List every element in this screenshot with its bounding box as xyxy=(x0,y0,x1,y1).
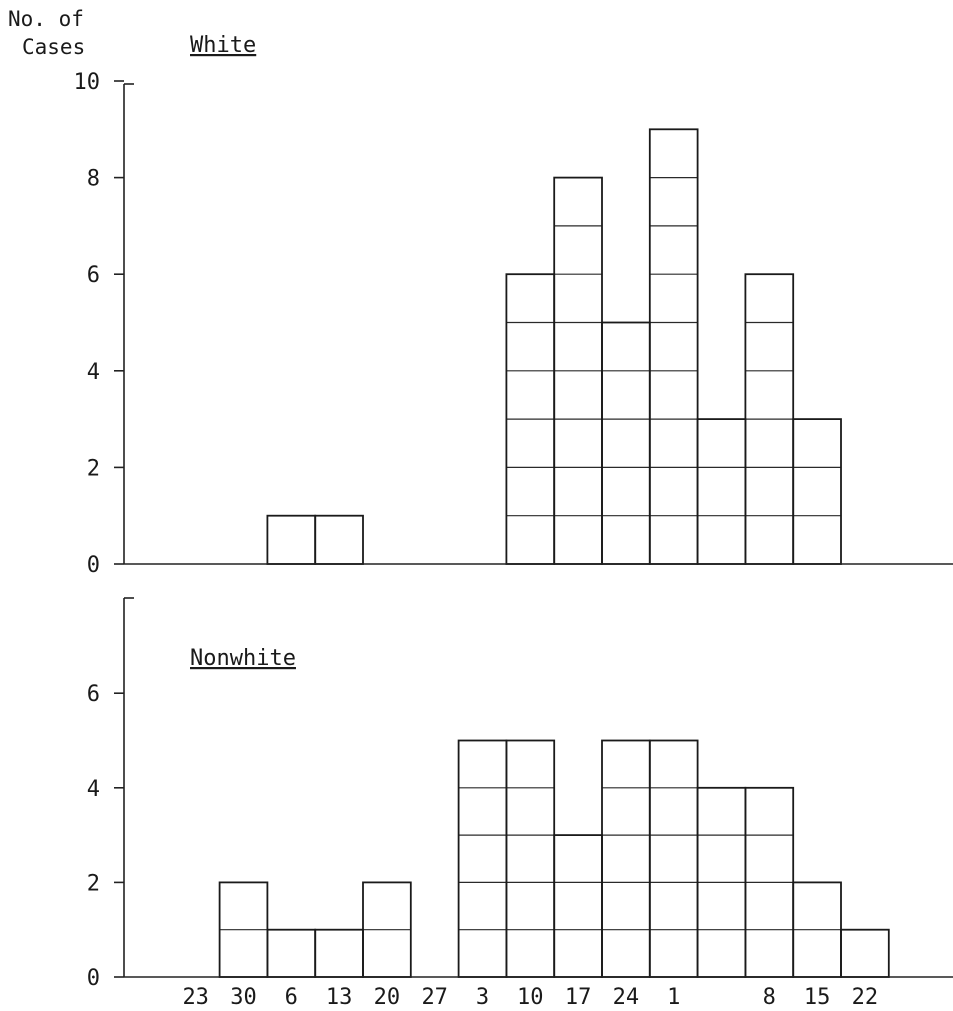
x-tick-label: 27 xyxy=(421,985,448,1010)
y-axis-title-line-2: Cases xyxy=(22,35,85,59)
white-bar xyxy=(696,418,747,565)
x-tick-label: 17 xyxy=(565,985,592,1010)
nonwhite-bar xyxy=(505,739,556,978)
white-series-label: White xyxy=(190,33,256,58)
x-tick-labels: 23 30 6 13 20 27 3 10 17 24 1 8 15 22 xyxy=(182,985,878,1010)
white-y-ticks: 0 2 4 6 8 10 xyxy=(74,70,124,578)
nonwhite-bars xyxy=(218,739,890,978)
white-grid xyxy=(506,177,841,517)
nonwhite-bar xyxy=(266,928,317,978)
nonwhite-bar xyxy=(601,739,651,978)
x-tick-label: 24 xyxy=(613,985,640,1010)
x-tick-label: 30 xyxy=(230,985,257,1010)
white-y-tick-label: 4 xyxy=(87,360,100,385)
x-tick-label: 20 xyxy=(374,985,401,1010)
white-bar xyxy=(648,128,699,565)
y-axis-title-line-1: No. of xyxy=(8,7,84,31)
white-y-tick-label: 8 xyxy=(87,167,100,192)
nonwhite-bar xyxy=(457,739,508,978)
white-bar xyxy=(266,514,317,565)
white-y-tick-label: 6 xyxy=(87,263,100,288)
white-bar xyxy=(792,418,842,565)
white-axes xyxy=(123,83,953,565)
nonwhite-grid xyxy=(219,787,841,931)
white-y-tick-label: 0 xyxy=(87,553,100,578)
x-tick-label: 1 xyxy=(667,985,680,1010)
x-tick-label: 22 xyxy=(852,985,879,1010)
nonwhite-bar xyxy=(840,928,890,978)
x-tick-label: 3 xyxy=(476,985,489,1010)
x-tick-label: 6 xyxy=(285,985,298,1010)
white-y-tick-label: 10 xyxy=(74,70,101,95)
x-tick-label: 10 xyxy=(517,985,544,1010)
nonwhite-bar xyxy=(648,739,699,978)
white-bar xyxy=(314,514,364,565)
white-panel: No. of Cases White 0 2 4 6 8 10 xyxy=(8,7,953,578)
nonwhite-bar xyxy=(553,834,603,978)
white-bar xyxy=(601,321,651,565)
nonwhite-series-label: Nonwhite xyxy=(190,646,296,671)
white-bars xyxy=(266,128,842,565)
nonwhite-y-ticks: 0 2 4 6 xyxy=(87,682,124,991)
nonwhite-bar xyxy=(314,928,364,978)
x-tick-label: 23 xyxy=(182,985,209,1010)
nonwhite-y-tick-label: 0 xyxy=(87,966,100,991)
white-y-tick-label: 2 xyxy=(87,456,100,481)
nonwhite-y-tick-label: 4 xyxy=(87,777,100,802)
nonwhite-y-tick-label: 2 xyxy=(87,871,100,896)
x-tick-label: 8 xyxy=(763,985,776,1010)
nonwhite-y-tick-label: 6 xyxy=(87,682,100,707)
x-tick-label: 15 xyxy=(804,985,831,1010)
x-tick-label: 13 xyxy=(326,985,353,1010)
